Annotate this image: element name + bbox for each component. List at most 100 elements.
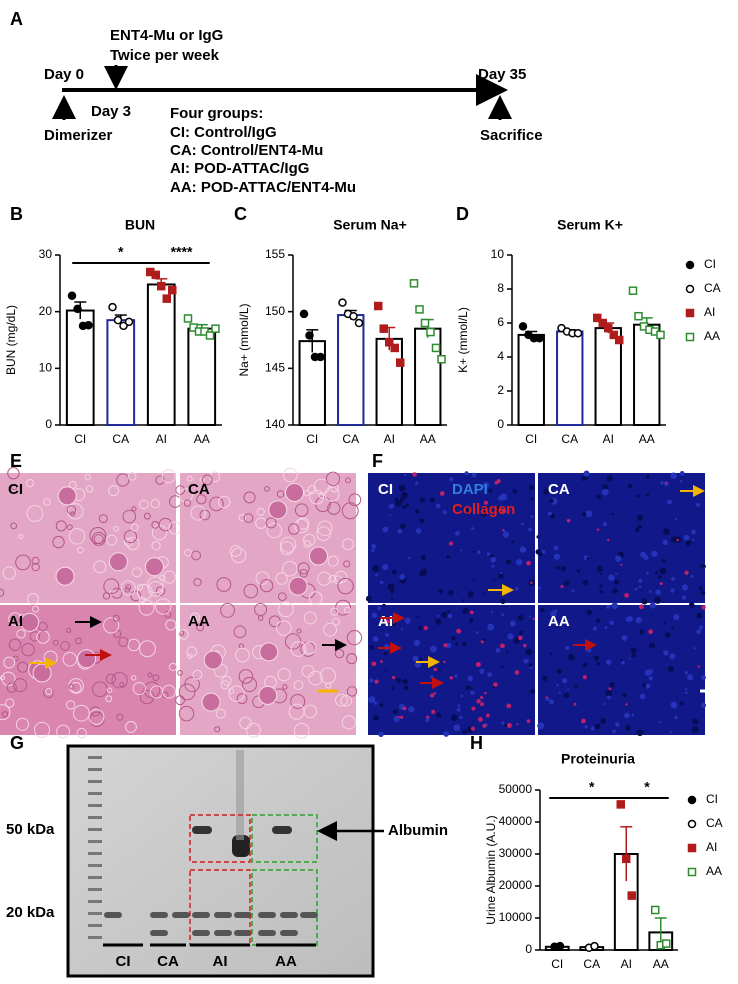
- nuclei-texture: [586, 557, 590, 560]
- nuclei-texture: [669, 731, 672, 734]
- nuclei-texture: [637, 524, 642, 530]
- chart-title: Serum Na+: [333, 217, 407, 233]
- tissue-texture: [308, 670, 323, 686]
- nuclei-texture: [568, 653, 575, 661]
- tissue-texture: [199, 477, 205, 483]
- if-image: [368, 473, 535, 603]
- tissue-texture: [62, 651, 78, 667]
- collagen-texture: [374, 679, 379, 684]
- nuclei-texture: [460, 549, 463, 552]
- nuclei-texture: [495, 648, 501, 653]
- tissue-texture: [124, 587, 131, 593]
- tissue-texture: [151, 541, 161, 551]
- nuclei-texture: [639, 629, 645, 635]
- collagen-texture: [566, 518, 571, 523]
- nuclei-texture: [528, 485, 535, 491]
- bar: [337, 314, 365, 427]
- collagen-texture: [433, 667, 437, 671]
- tissue-texture: [6, 682, 17, 693]
- collagen-texture: [676, 538, 679, 542]
- tissue-texture: [132, 681, 146, 696]
- data-point: [67, 291, 77, 301]
- nuclei-texture: [470, 690, 475, 695]
- x-tick-label: AA: [653, 957, 669, 971]
- tissue-texture: [317, 571, 332, 586]
- tissue-texture: [70, 511, 76, 517]
- tissue-texture: [52, 639, 59, 646]
- albumin-band: [232, 835, 250, 857]
- nuclei-texture: [638, 585, 642, 589]
- tissue-texture: [278, 592, 287, 601]
- nuclei-texture: [696, 629, 701, 635]
- tissue-texture: [162, 570, 176, 584]
- y-tick-label: 30000: [499, 846, 533, 860]
- nuclei-texture: [693, 647, 696, 650]
- image-label: CA: [188, 481, 210, 498]
- tissue-texture: [279, 536, 297, 553]
- tissue-texture: [2, 566, 16, 580]
- collagen-texture: [493, 682, 498, 687]
- nuclei-texture: [609, 682, 615, 688]
- tissue-texture: [196, 623, 204, 632]
- nuclei-texture: [605, 604, 610, 609]
- y-axis-label: Urine Albumin (A.U.): [484, 815, 498, 924]
- tissue-texture: [239, 716, 252, 730]
- collagen-texture: [596, 528, 600, 531]
- nuclei-texture: [641, 598, 648, 605]
- nuclei-texture: [369, 645, 374, 651]
- tissue-texture: [111, 587, 123, 599]
- nuclei-texture: [498, 573, 504, 579]
- legend-marker: [685, 284, 695, 294]
- nuclei-texture: [596, 565, 603, 572]
- nuclei-texture: [373, 701, 378, 705]
- panel-label: B: [10, 204, 23, 224]
- tissue-texture: [11, 484, 18, 491]
- nuclei-texture: [475, 631, 479, 634]
- y-tick-label: 20000: [499, 878, 533, 892]
- nuclei-texture: [701, 702, 707, 708]
- tissue-texture: [260, 579, 274, 593]
- timeline-text: Dimerizer: [44, 127, 113, 144]
- y-tick-label: 30: [39, 247, 53, 261]
- collagen-texture: [514, 670, 520, 675]
- glomerulus: [201, 692, 221, 712]
- tissue-texture: [178, 705, 195, 722]
- tissue-texture: [116, 713, 124, 721]
- tissue-texture: [10, 522, 18, 530]
- collagen-texture: [478, 717, 483, 722]
- ladder-band: [88, 828, 102, 831]
- collagen-texture: [502, 509, 507, 514]
- tissue-texture: [26, 505, 44, 522]
- nuclei-texture: [698, 586, 703, 591]
- nuclei-texture: [443, 731, 450, 737]
- nuclei-texture: [390, 597, 394, 600]
- nuclei-texture: [446, 555, 450, 559]
- nuclei-texture: [493, 578, 496, 581]
- tissue-texture: [308, 591, 323, 605]
- x-tick-label: CA: [561, 432, 578, 446]
- tissue-texture: [55, 520, 67, 532]
- nuclei-texture: [685, 687, 688, 691]
- tissue-texture: [313, 478, 330, 495]
- nuclei-texture: [399, 523, 406, 529]
- legend-label: CI: [704, 257, 716, 271]
- nuclei-texture: [615, 555, 622, 562]
- nuclei-texture: [402, 505, 406, 510]
- nuclei-texture: [631, 653, 636, 658]
- nuclei-texture: [404, 617, 411, 624]
- nuclei-texture: [692, 718, 699, 725]
- bar: [633, 323, 661, 427]
- nuclei-texture: [615, 572, 618, 575]
- collagen-texture: [501, 528, 504, 531]
- tissue-texture: [56, 724, 71, 739]
- tissue-texture: [327, 555, 339, 567]
- albumin-band: [192, 826, 212, 834]
- nuclei-texture: [620, 659, 623, 662]
- nuclei-texture: [601, 488, 609, 496]
- nuclei-texture: [415, 528, 422, 534]
- tissue-texture: [196, 494, 207, 505]
- nuclei-texture: [391, 686, 395, 690]
- tissue-texture: [220, 602, 235, 618]
- tissue-texture: [178, 488, 193, 503]
- collagen-texture: [638, 604, 644, 610]
